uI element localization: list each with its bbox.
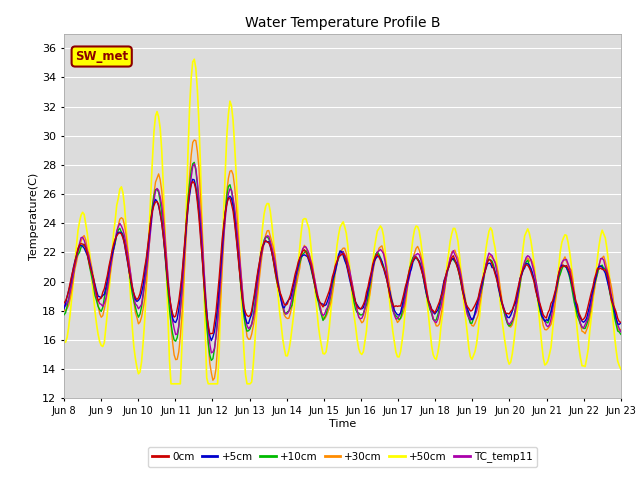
+50cm: [129, 324, 136, 329]
+50cm: [589, 299, 596, 304]
0cm: [248, 308, 255, 313]
+30cm: [229, 172, 237, 178]
Title: Water Temperature Profile B: Water Temperature Profile B: [244, 16, 440, 30]
+5cm: [617, 320, 625, 325]
+5cm: [207, 338, 215, 344]
TC_temp11: [307, 258, 314, 264]
+30cm: [60, 307, 68, 312]
TC_temp11: [207, 350, 215, 356]
+5cm: [307, 263, 314, 268]
0cm: [257, 251, 265, 257]
TC_temp11: [191, 161, 198, 167]
+30cm: [129, 286, 136, 292]
+30cm: [589, 295, 596, 300]
TC_temp11: [229, 195, 237, 201]
+5cm: [589, 288, 596, 293]
0cm: [189, 179, 196, 184]
+50cm: [257, 243, 265, 249]
+10cm: [589, 289, 596, 295]
+30cm: [617, 326, 625, 332]
TC_temp11: [617, 329, 625, 335]
TC_temp11: [257, 254, 265, 260]
+5cm: [257, 250, 265, 256]
+50cm: [167, 381, 175, 387]
+30cm: [307, 257, 314, 263]
+30cm: [248, 331, 255, 337]
Line: TC_temp11: TC_temp11: [64, 164, 621, 353]
Line: +5cm: +5cm: [64, 180, 621, 341]
0cm: [206, 331, 214, 336]
+10cm: [229, 198, 237, 204]
+5cm: [248, 312, 255, 317]
+10cm: [60, 312, 68, 318]
0cm: [617, 320, 625, 325]
+50cm: [617, 366, 625, 372]
+50cm: [191, 56, 198, 62]
+10cm: [307, 264, 314, 270]
TC_temp11: [129, 283, 136, 288]
0cm: [129, 284, 136, 289]
0cm: [307, 261, 314, 266]
TC_temp11: [60, 302, 68, 308]
+10cm: [248, 321, 255, 327]
TC_temp11: [248, 322, 255, 327]
+30cm: [191, 137, 198, 143]
+50cm: [229, 117, 237, 123]
+30cm: [209, 377, 217, 383]
+50cm: [248, 379, 255, 385]
+10cm: [257, 253, 265, 259]
+10cm: [191, 159, 198, 165]
Text: SW_met: SW_met: [75, 50, 128, 63]
+50cm: [60, 339, 68, 345]
+10cm: [129, 290, 136, 296]
+10cm: [617, 331, 625, 337]
0cm: [229, 208, 237, 214]
0cm: [589, 284, 596, 289]
+5cm: [60, 306, 68, 312]
Line: +30cm: +30cm: [64, 140, 621, 380]
X-axis label: Time: Time: [329, 419, 356, 429]
TC_temp11: [589, 288, 596, 294]
Legend: 0cm, +5cm, +10cm, +30cm, +50cm, TC_temp11: 0cm, +5cm, +10cm, +30cm, +50cm, TC_temp1…: [148, 447, 537, 467]
Y-axis label: Temperature(C): Temperature(C): [29, 172, 39, 260]
+30cm: [257, 261, 265, 267]
+5cm: [229, 204, 237, 209]
Line: 0cm: 0cm: [64, 181, 621, 334]
Line: +10cm: +10cm: [64, 162, 621, 360]
+5cm: [129, 286, 136, 292]
+50cm: [307, 240, 314, 246]
+5cm: [189, 177, 196, 182]
Line: +50cm: +50cm: [64, 59, 621, 384]
+10cm: [207, 358, 215, 363]
0cm: [60, 300, 68, 306]
